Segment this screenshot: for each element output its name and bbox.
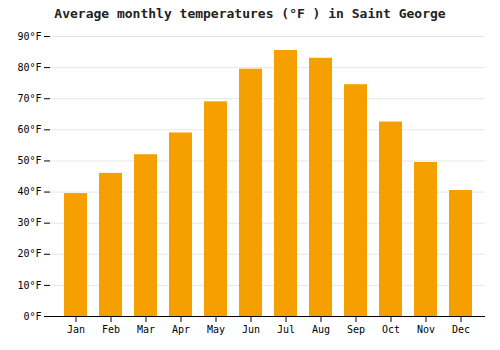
svg-text:Dec: Dec	[452, 324, 470, 335]
svg-text:Nov: Nov	[417, 324, 435, 335]
html-text:Average monthly temperatures (: Average monthly temperatures (°F ) in Sa…	[54, 6, 446, 21]
svg-text:30°F: 30°F	[17, 217, 41, 228]
svg-text:Feb: Feb	[102, 324, 120, 335]
svg-text:Jun: Jun	[242, 324, 260, 335]
svg-text:Aug: Aug	[312, 324, 330, 335]
svg-text:Sep: Sep	[347, 324, 365, 335]
svg-text:50°F: 50°F	[17, 155, 41, 166]
svg-text:Apr: Apr	[172, 324, 190, 335]
svg-text:Oct: Oct	[382, 324, 400, 335]
svg-text:20°F: 20°F	[17, 248, 41, 259]
svg-text:70°F: 70°F	[17, 93, 41, 104]
svg-text:Jan: Jan	[67, 324, 85, 335]
svg-text:Jul: Jul	[277, 324, 295, 335]
svg-text:90°F: 90°F	[17, 31, 41, 42]
svg-text:Mar: Mar	[137, 324, 155, 335]
svg-text:80°F: 80°F	[17, 62, 41, 73]
svg-text:40°F: 40°F	[17, 186, 41, 197]
svg-text:10°F: 10°F	[17, 280, 41, 291]
svg-text:May: May	[207, 324, 225, 335]
svg-text:60°F: 60°F	[17, 124, 41, 135]
svg-text:0°F: 0°F	[23, 311, 41, 322]
